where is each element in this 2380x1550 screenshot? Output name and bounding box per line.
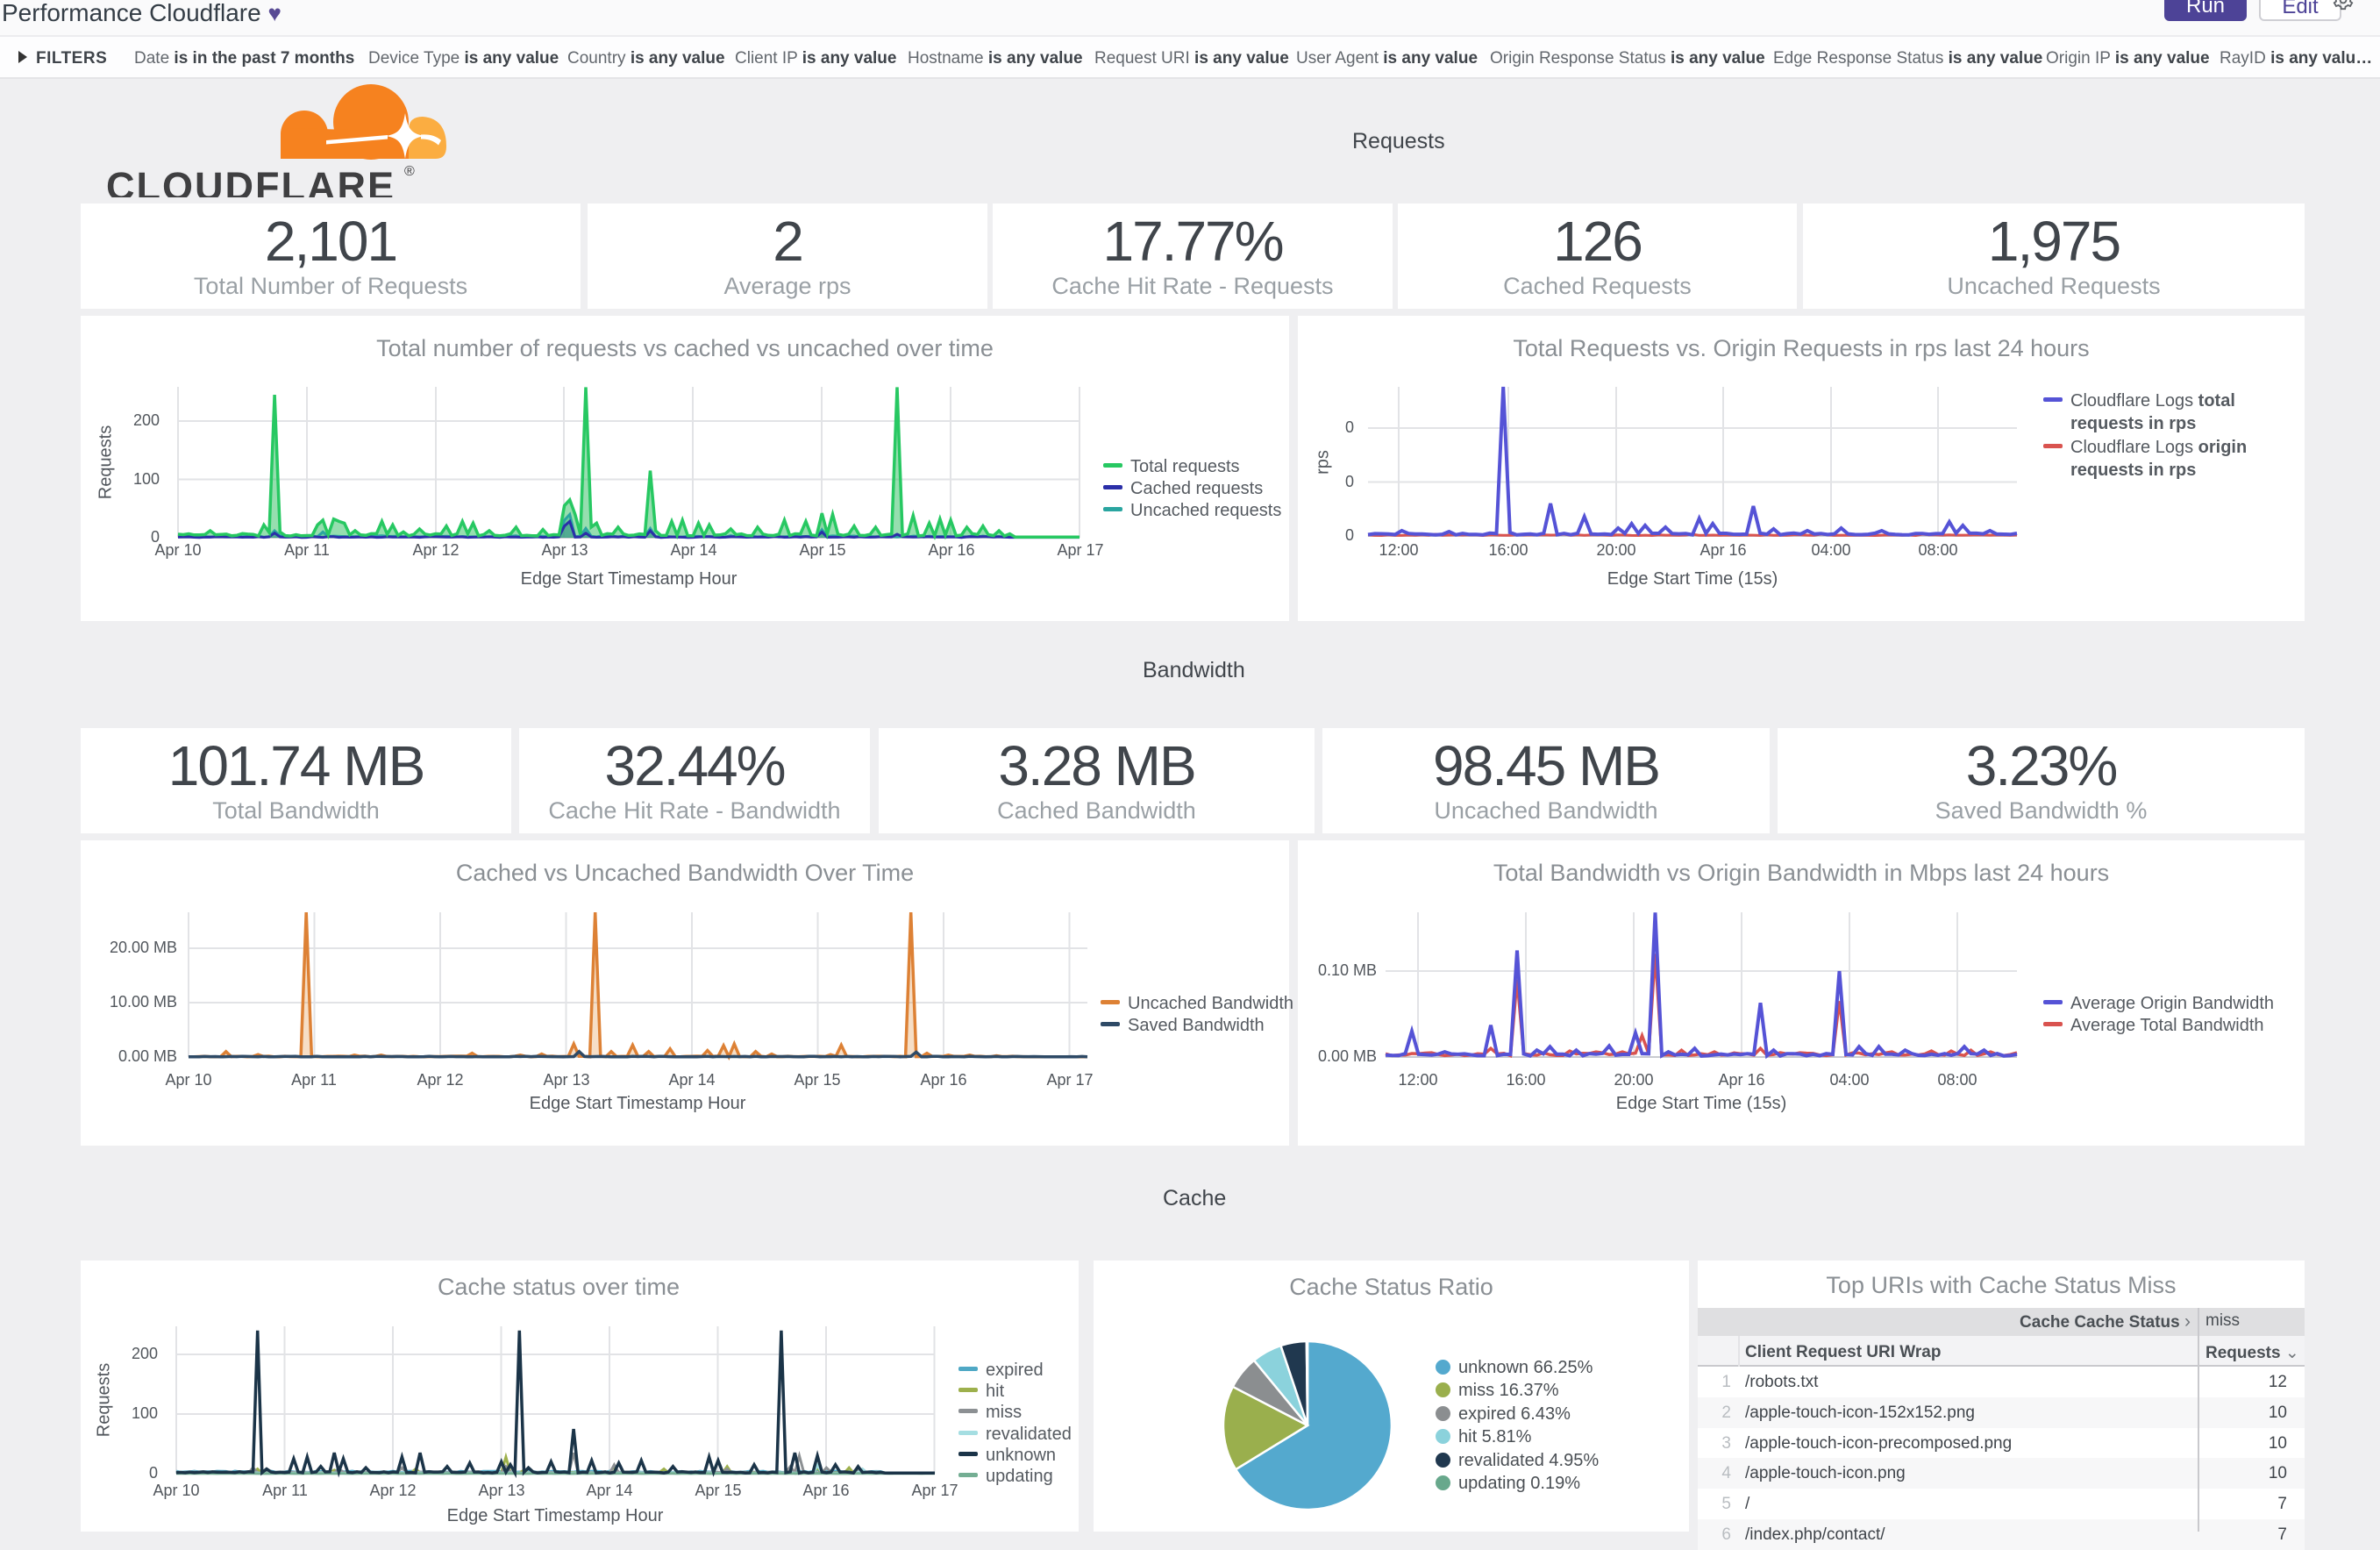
svg-text:CLOUDFLARE: CLOUDFLARE [106,164,395,197]
svg-text:®: ® [404,164,415,179]
